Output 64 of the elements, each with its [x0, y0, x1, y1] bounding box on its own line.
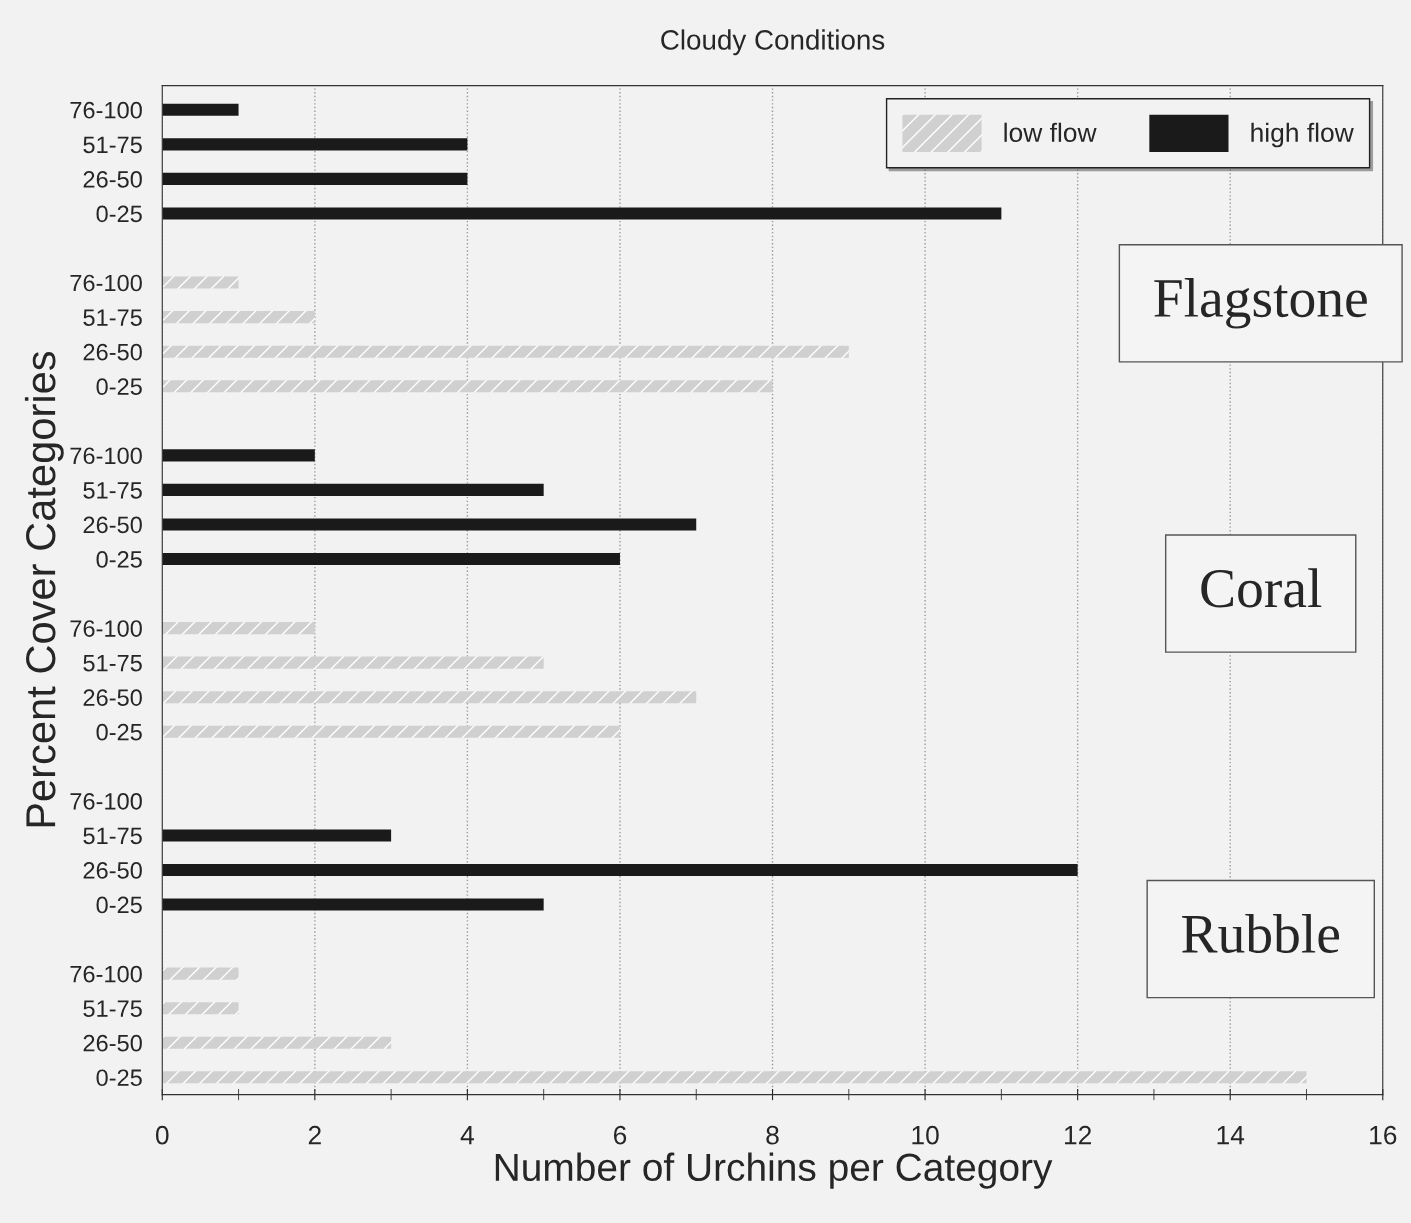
- y-tick-label: 0-25: [96, 551, 142, 568]
- annotation: Flagstone: [1154, 278, 1367, 329]
- bar: [162, 207, 1002, 220]
- y-tick-label: 76-100: [70, 447, 142, 465]
- x-tick-label: 0: [155, 1125, 169, 1145]
- chart-title: Cloudy Conditions: [661, 29, 885, 56]
- x-tick-label: 4: [460, 1126, 474, 1145]
- bar: [162, 691, 697, 704]
- bar: [162, 1002, 239, 1015]
- bar: [162, 1071, 1307, 1084]
- bar: [162, 449, 315, 462]
- y-tick-label: 26-50: [83, 170, 142, 188]
- y-tick-label: 51-75: [83, 827, 142, 845]
- bar: [162, 518, 697, 531]
- y-tick-label: 51-75: [83, 309, 142, 326]
- y-tick-label: 51-75: [83, 654, 142, 672]
- y-tick-label: 51-75: [83, 1000, 142, 1017]
- bar: [162, 103, 239, 116]
- y-tick-label: 26-50: [83, 516, 142, 534]
- bar: [162, 380, 773, 393]
- bar: [162, 345, 849, 358]
- y-tick-label: 0-25: [96, 896, 142, 914]
- bar: [162, 967, 239, 980]
- y-tick-label: 76-100: [70, 274, 142, 292]
- bar: [162, 863, 1078, 877]
- bar: [162, 552, 620, 566]
- bar: [162, 898, 544, 911]
- y-tick-label: 26-50: [83, 862, 142, 879]
- bar: [162, 311, 315, 324]
- y-tick-label: 0-25: [96, 1069, 142, 1087]
- legend-label: low flow: [1004, 122, 1097, 143]
- y-tick-label: 0-25: [96, 378, 142, 396]
- y-tick-label: 51-75: [83, 136, 142, 154]
- bar: [162, 622, 315, 635]
- y-tick-label: 76-100: [70, 101, 142, 119]
- annotation: Rubble: [1182, 913, 1340, 953]
- x-tick-label: 10: [912, 1125, 939, 1145]
- y-axis-title: Percent Cover Categories: [24, 351, 64, 827]
- y-tick-label: 26-50: [83, 689, 142, 706]
- bar: [162, 138, 468, 151]
- x-tick-label: 8: [766, 1125, 779, 1145]
- y-tick-label: 0-25: [96, 723, 142, 741]
- annotation: Coral: [1201, 568, 1322, 608]
- bar: [162, 172, 468, 185]
- y-tick-label: 26-50: [83, 343, 142, 361]
- legend-label: high flow: [1251, 122, 1354, 148]
- y-tick-label: 76-100: [70, 792, 142, 810]
- bar: [162, 1036, 392, 1049]
- x-axis-title: Number of Urchins per Category: [495, 1152, 1053, 1189]
- x-tick-label: 14: [1217, 1126, 1245, 1145]
- y-tick-label: 26-50: [83, 1034, 142, 1052]
- x-tick-label: 12: [1064, 1125, 1091, 1145]
- x-tick-label: 2: [308, 1125, 321, 1145]
- y-tick-label: 76-100: [70, 965, 142, 983]
- bar: [162, 483, 544, 496]
- x-tick-label: 16: [1370, 1125, 1397, 1145]
- y-tick-label: 76-100: [70, 620, 142, 637]
- y-tick-label: 51-75: [83, 482, 142, 499]
- bar: [162, 276, 239, 289]
- bar: [162, 656, 544, 669]
- bar: [162, 829, 392, 842]
- bar: [162, 725, 620, 738]
- x-tick-label: 6: [613, 1125, 627, 1145]
- y-tick-label: 0-25: [96, 205, 142, 223]
